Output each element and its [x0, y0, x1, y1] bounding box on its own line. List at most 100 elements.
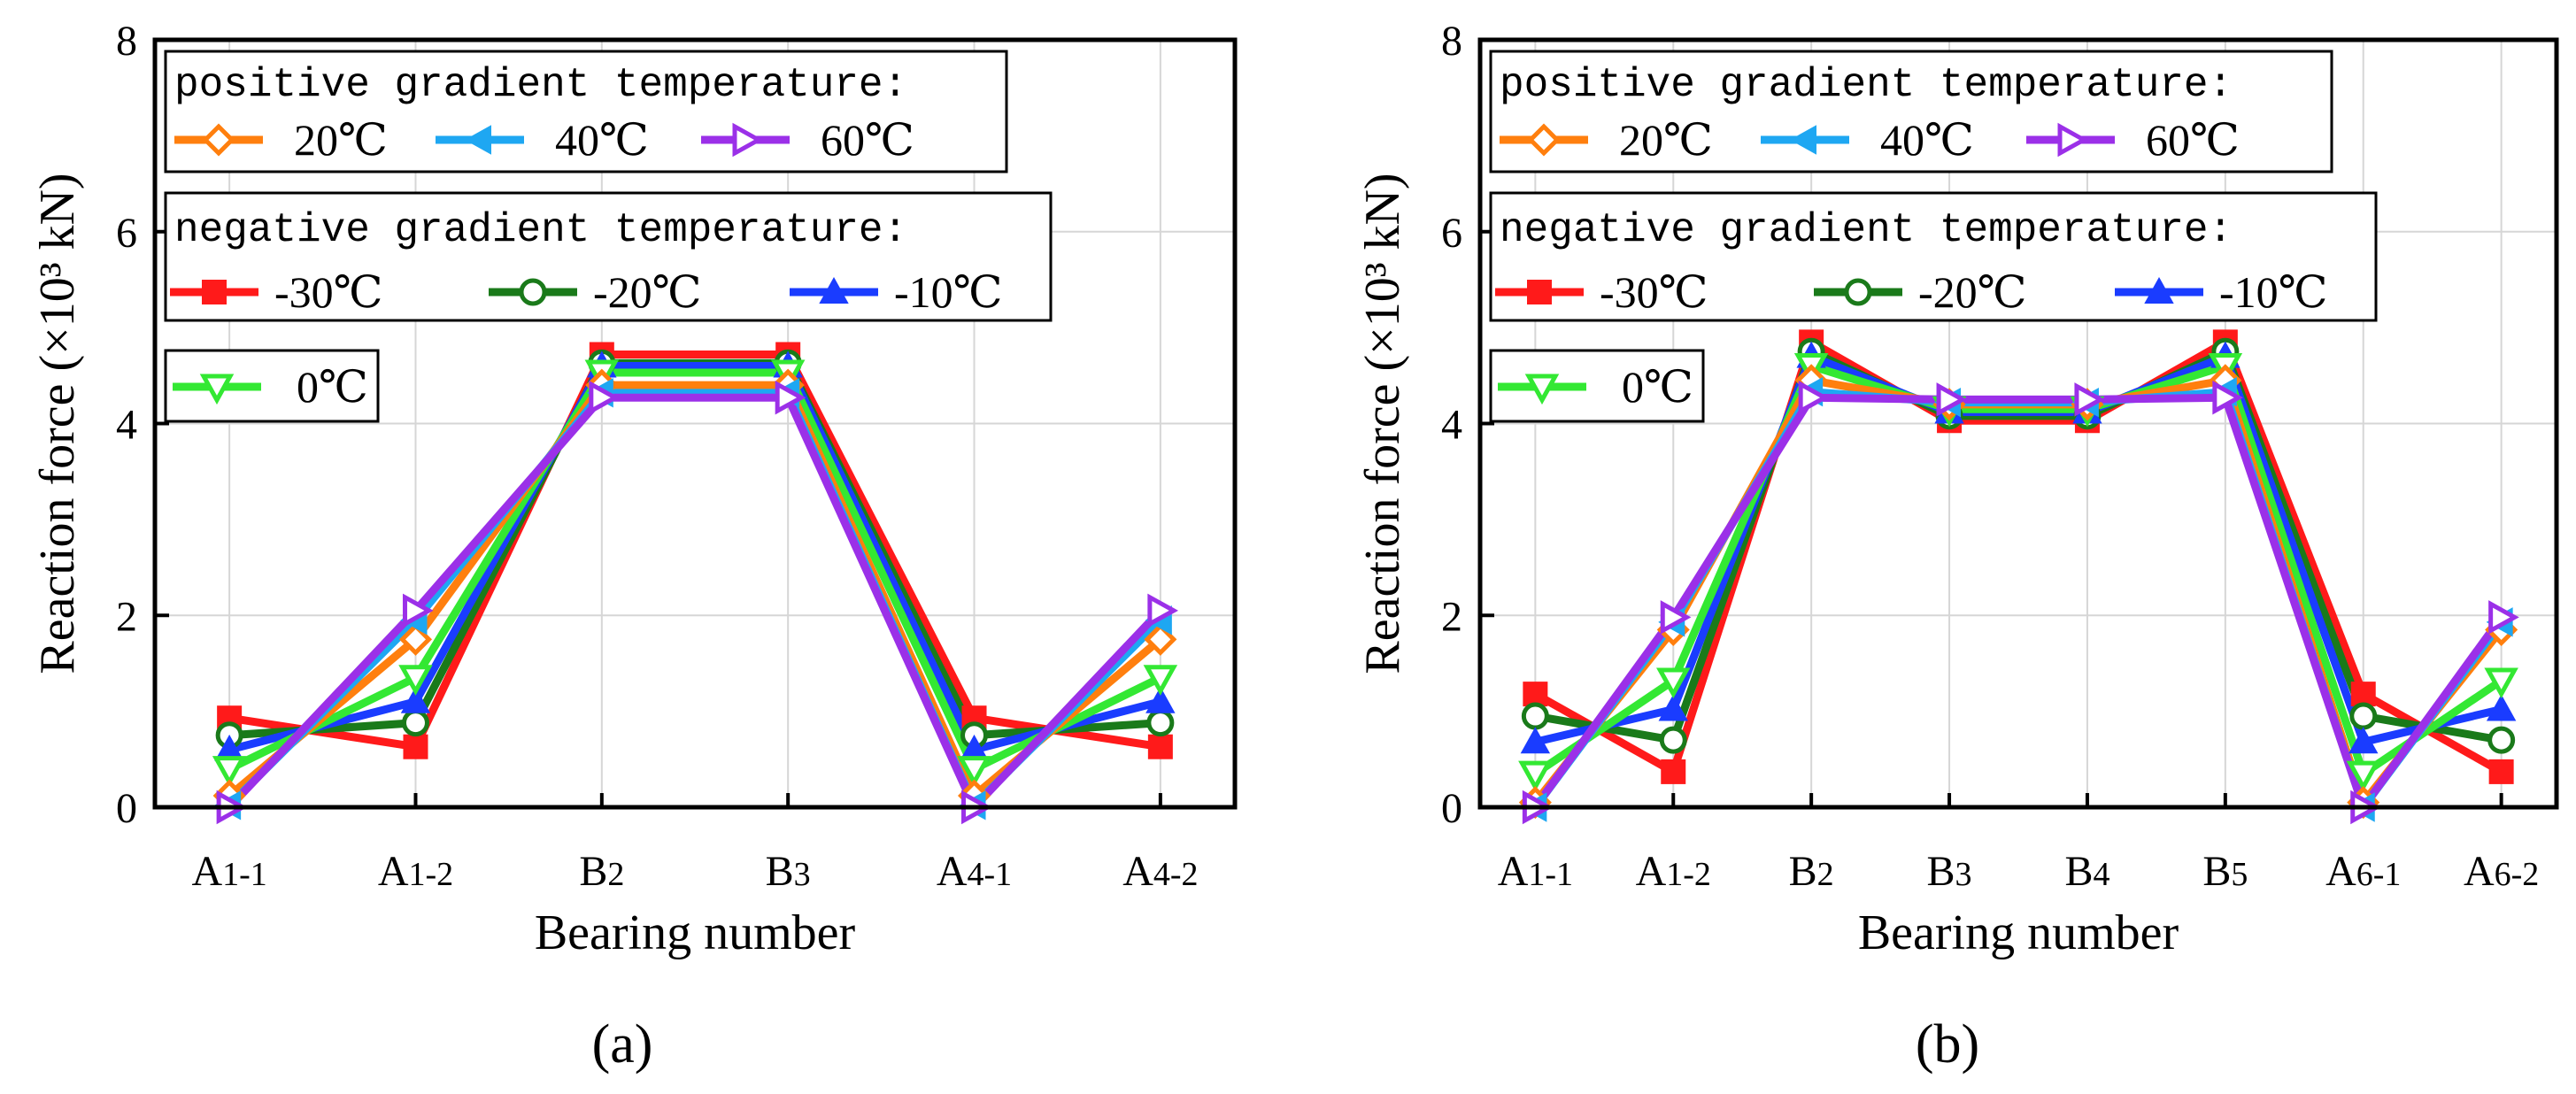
data-point-20c [1144, 622, 1177, 656]
x-tick-sub: 4-2 [1153, 856, 1199, 893]
y-tick-label: 2 [116, 593, 137, 640]
x-tick-base: B [2064, 848, 2093, 895]
x-tick-base: A [191, 848, 222, 895]
x-tick-label: A1-1 [1498, 848, 1573, 895]
y-tick-label: 4 [116, 402, 137, 449]
data-point-60c [2212, 380, 2243, 415]
y-tick-label: 4 [1441, 402, 1462, 449]
legend-label-20c: 20℃ [1619, 115, 1713, 165]
panel-caption: (a) [592, 1014, 653, 1075]
legend-negative-header: negative gradient temperature: [174, 207, 907, 253]
data-point-60c [1660, 600, 1692, 635]
x-tick-sub: 4 [2093, 856, 2109, 893]
legend-marker-neg10c [2144, 276, 2174, 304]
x-tick-sub: 3 [1955, 856, 1972, 893]
data-point-0c [1656, 667, 1691, 699]
data-point-0c [957, 756, 991, 787]
data-point-neg30c [2350, 682, 2376, 707]
y-axis-title: Reaction force (×10³ kN) [1355, 173, 1410, 674]
x-tick-base: A [2464, 848, 2495, 895]
data-point-0c [1518, 760, 1553, 792]
legend-marker-0c [199, 374, 235, 405]
x-tick-label: A1-1 [191, 848, 266, 895]
series-line-neg30c [1533, 335, 2503, 778]
x-tick-base: B [579, 848, 607, 895]
legend-negative-box [164, 191, 1053, 322]
legend-label-neg10c: -10℃ [2219, 267, 2328, 317]
plot-frame [1477, 37, 2559, 810]
data-point-60c [2488, 600, 2519, 635]
legend-marker-neg30c [202, 280, 227, 304]
data-point-0c [212, 756, 247, 787]
x-tick-sub: 1-1 [222, 856, 267, 893]
plot-frame [152, 37, 1238, 810]
legend-label-60c: 60℃ [821, 115, 914, 165]
data-point-60c [775, 380, 806, 415]
legend-marker-20c [202, 123, 235, 157]
x-tick-sub: 2 [1817, 856, 1834, 893]
data-point-60c [589, 380, 620, 415]
x-tick-label: A1-2 [378, 848, 453, 895]
data-point-neg30c [1147, 734, 1173, 759]
legend-marker-40c [1789, 125, 1816, 155]
plot-area [212, 342, 1179, 825]
data-point-neg10c [1520, 727, 1551, 754]
x-tick-sub: 1-2 [1666, 856, 1711, 893]
legend-marker-20c [1527, 123, 1561, 157]
legend-label-40c: 40℃ [1880, 115, 1974, 165]
data-point-neg20c [1659, 726, 1687, 754]
data-point-neg20c [1146, 709, 1175, 737]
data-point-60c [2074, 382, 2106, 417]
x-axis-title: Bearing number [535, 905, 856, 960]
legend-marker-neg20c [1844, 278, 1872, 306]
legend-positive-header: positive gradient temperature: [174, 62, 907, 108]
y-tick-label: 8 [1441, 18, 1462, 65]
data-point-neg20c [1521, 702, 1549, 730]
legend-label-neg20c: -20℃ [593, 267, 702, 317]
x-tick-sub: 4-1 [968, 856, 1013, 893]
data-point-neg30c [1661, 759, 1686, 784]
x-tick-sub: 1-1 [1528, 856, 1573, 893]
x-tick-base: A [1636, 848, 1667, 895]
x-tick-base: A [937, 848, 968, 895]
x-tick-label: A4-1 [937, 848, 1012, 895]
legend: positive gradient temperature: 20℃ 40℃ 60℃ n… [1489, 50, 2378, 423]
data-point-60c [1147, 593, 1179, 628]
x-tick-label: A6-1 [2325, 848, 2401, 895]
legend: positive gradient temperature: 20℃ 40℃ 60℃ n… [164, 50, 1053, 423]
legend-marker-40c [464, 125, 491, 155]
data-point-neg10c [1145, 686, 1176, 713]
data-point-0c [1143, 665, 1178, 696]
data-point-neg10c [400, 686, 431, 713]
legend-marker-neg10c [819, 276, 849, 304]
x-tick-label: B3 [766, 848, 811, 895]
y-axis-label: Reaction force [1355, 384, 1410, 674]
legend-positive-header: positive gradient temperature: [1500, 62, 2233, 108]
data-point-neg30c [1523, 682, 1548, 707]
legend-label-40c: 40℃ [555, 115, 649, 165]
legend-label-neg30c: -30℃ [1600, 267, 1708, 317]
legend-marker-0c [1524, 374, 1560, 405]
legend-marker-neg30c [1527, 280, 1552, 304]
x-tick-label: B4 [2064, 848, 2109, 895]
legend-label-neg20c: -20℃ [1918, 267, 2027, 317]
data-point-0c [2484, 667, 2518, 699]
data-point-0c [398, 665, 433, 696]
x-tick-base: B [2202, 848, 2231, 895]
series-line-60c [226, 393, 1164, 814]
data-point-neg20c [2349, 702, 2378, 730]
legend-positive-box [1489, 50, 2333, 173]
y-axis-label: Reaction force [30, 384, 85, 674]
x-tick-label: A1-2 [1636, 848, 1711, 895]
x-tick-sub: 2 [607, 856, 624, 893]
legend-label-neg30c: -30℃ [274, 267, 383, 317]
x-tick-base: B [1927, 848, 1955, 895]
x-tick-label: B2 [1789, 848, 1834, 895]
series-line-0c [1532, 360, 2504, 781]
x-tick-base: A [1498, 848, 1529, 895]
data-point-60c [1936, 382, 1968, 417]
x-tick-label: B3 [1927, 848, 1972, 895]
x-tick-label: B5 [2202, 848, 2248, 895]
